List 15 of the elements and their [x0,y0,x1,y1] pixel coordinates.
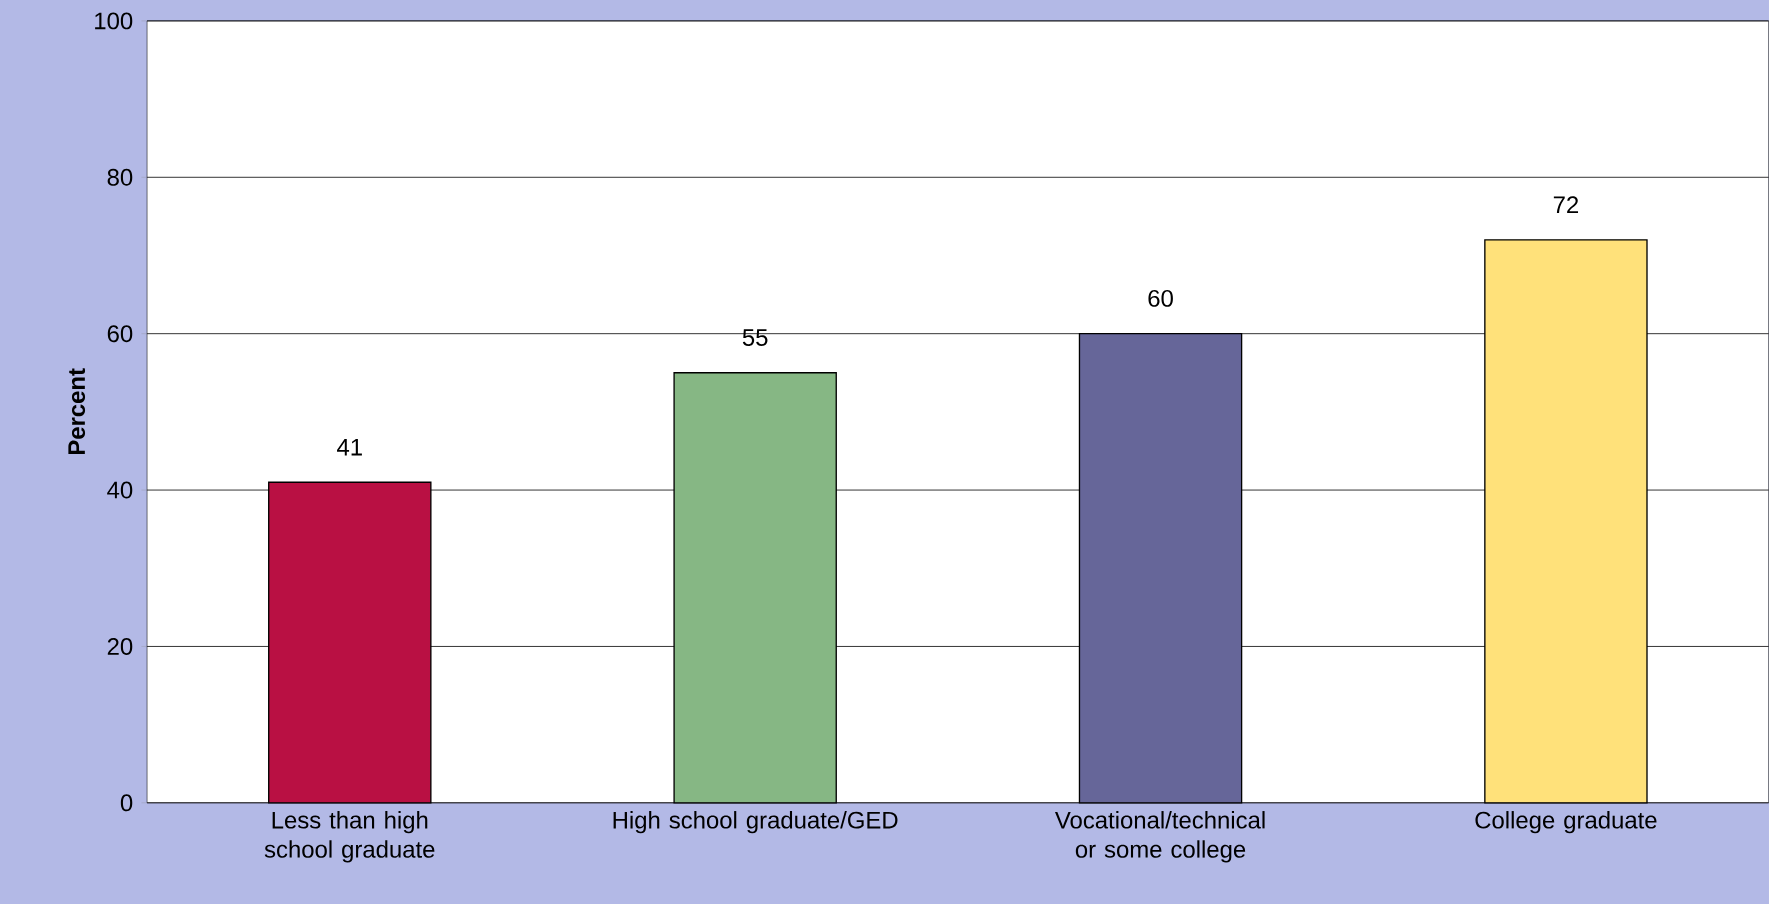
data-label: 55 [742,329,768,346]
y-tick-label: 20 [107,637,133,655]
y-tick-label: 0 [120,794,133,812]
data-label: 60 [1148,289,1173,307]
y-tick-label: 80 [107,168,133,186]
data-label: 72 [1553,196,1579,213]
x-tick-label: College graduate [1475,810,1657,834]
x-tick-label: High school graduate/GED [613,810,898,834]
x-tick-label: Vocational/technical or some college [1054,810,1265,863]
x-tick-label: Less than high school graduate [264,810,435,863]
data-label: 41 [337,438,362,456]
y-tick-label: 40 [107,481,133,499]
y-axis-title: Percent [68,368,86,454]
y-tick-label: 100 [95,12,133,30]
y-tick-label: 60 [107,325,133,342]
